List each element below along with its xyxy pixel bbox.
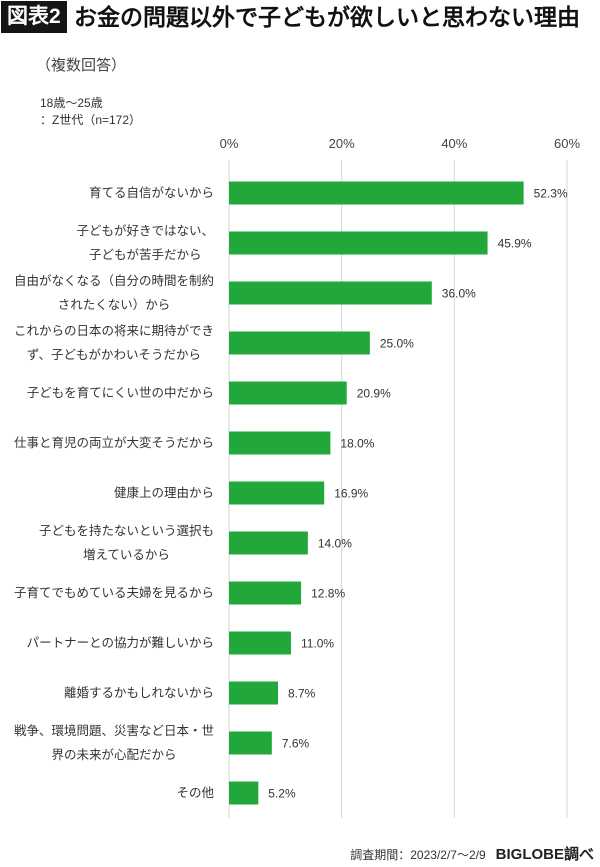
bar-5 bbox=[229, 381, 347, 405]
bar-3 bbox=[229, 281, 432, 305]
value-label-13: 5.2% bbox=[268, 787, 296, 801]
respondent-group-size: ：Z世代（n=172） bbox=[40, 113, 142, 127]
category-label-13: その他 bbox=[176, 786, 214, 800]
value-label-8: 14.0% bbox=[318, 537, 352, 551]
figure-label: 図表2 bbox=[1, 1, 67, 33]
bar-2 bbox=[229, 231, 488, 255]
x-tick-label-20: 20% bbox=[329, 136, 355, 151]
chart-subtitle: （複数回答） bbox=[36, 57, 127, 74]
survey-period: 調査期間：2023/2/7〜2/9 bbox=[350, 848, 486, 862]
value-label-11: 8.7% bbox=[288, 687, 316, 701]
x-tick-label-40: 40% bbox=[441, 136, 467, 151]
value-label-6: 18.0% bbox=[340, 437, 374, 451]
value-label-5: 20.9% bbox=[357, 387, 391, 401]
category-label-11: 離婚するかもしれないから bbox=[63, 686, 214, 700]
value-label-10: 11.0% bbox=[301, 637, 334, 651]
respondent-age-range: 18歳〜25歳 bbox=[40, 96, 103, 110]
bar-13 bbox=[229, 781, 259, 805]
source-credit: BIGLOBE調べ bbox=[495, 846, 594, 863]
x-tick-label-60: 60% bbox=[554, 136, 580, 151]
category-label-2: 子どもが好きではない、 子どもが苦手だから bbox=[76, 224, 214, 262]
category-label-9: 子育てでもめている夫婦を見るから bbox=[13, 586, 214, 600]
value-label-2: 45.9% bbox=[498, 237, 532, 251]
value-label-3: 36.0% bbox=[442, 287, 476, 301]
bar-11 bbox=[229, 681, 279, 705]
bar-4 bbox=[229, 331, 370, 355]
value-label-7: 16.9% bbox=[334, 487, 368, 501]
category-label-8: 子どもを持たないという選択も 増えているから bbox=[38, 524, 214, 562]
x-tick-label-0: 0% bbox=[220, 136, 239, 151]
category-label-6: 仕事と育児の両立が大変そうだから bbox=[13, 436, 214, 450]
bar-12 bbox=[229, 731, 272, 755]
category-label-5: 子どもを育てにくい世の中だから bbox=[26, 386, 214, 400]
bar-6 bbox=[229, 431, 331, 455]
category-label-4: これからの日本の将来に期待ができ ず、子どもがかわいそうだから bbox=[13, 324, 214, 362]
bar-9 bbox=[229, 581, 302, 605]
bar-10 bbox=[229, 631, 291, 655]
category-label-12: 戦争、環境問題、災害など日本・世 界の未来が心配だから bbox=[13, 724, 214, 762]
category-label-7: 健康上の理由から bbox=[113, 486, 214, 500]
value-label-12: 7.6% bbox=[282, 737, 310, 751]
value-label-4: 25.0% bbox=[380, 337, 414, 351]
bar-8 bbox=[229, 531, 308, 555]
category-label-1: 育てる自信がないから bbox=[88, 186, 214, 200]
chart-title: お金の問題以外で子どもが欲しいと思わない理由 bbox=[74, 4, 580, 30]
chart-footer: 調査期間：2023/2/7〜2/9 BIGLOBE調べ bbox=[350, 843, 594, 864]
bar-7 bbox=[229, 481, 325, 505]
value-label-9: 12.8% bbox=[311, 587, 345, 601]
bar-1 bbox=[229, 181, 524, 205]
category-label-10: パートナーとの協力が難しいから bbox=[26, 636, 214, 650]
value-label-1: 52.3% bbox=[534, 187, 568, 201]
category-label-3: 自由がなくなる（自分の時間を制約 されたくない）から bbox=[13, 274, 214, 312]
